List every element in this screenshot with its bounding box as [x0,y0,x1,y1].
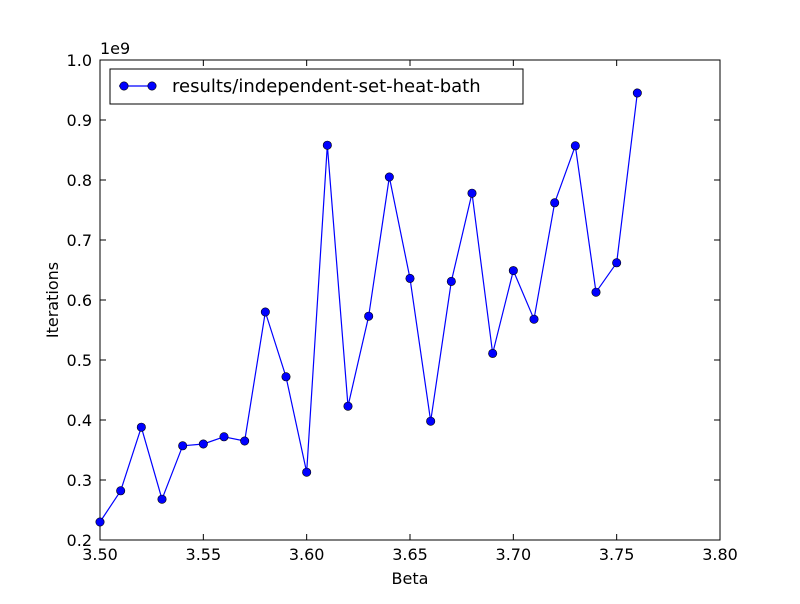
series-layer [95,88,642,527]
data-point [157,494,167,504]
y-tick-label: 0.2 [67,531,92,550]
data-point [405,273,415,283]
x-axis-label: Beta [392,569,429,588]
legend-marker [147,81,157,91]
x-tick-label: 3.60 [289,545,325,564]
y-axis-label: Iterations [43,262,62,338]
data-point [426,416,436,426]
data-point [467,188,477,198]
legend-label: results/independent-set-heat-bath [172,76,481,97]
x-tick-label: 3.75 [599,545,635,564]
data-point [343,401,353,411]
data-point [240,436,250,446]
y-tick-label: 0.8 [67,171,92,190]
x-tick-label: 3.55 [186,545,222,564]
x-tick-label: 3.50 [82,545,118,564]
x-tick-label: 3.65 [392,545,428,564]
y-tick-label: 0.7 [67,231,92,250]
plot-area [99,59,721,541]
data-point [591,287,601,297]
y-tick-label: 0.5 [67,351,92,370]
data-point [322,140,332,150]
data-point [198,439,208,449]
data-point [550,198,560,208]
data-point [612,258,622,268]
legend-marker [119,81,129,91]
data-point [260,307,270,317]
y-axis-offset-label: 1e9 [100,39,130,58]
data-point [508,266,518,276]
data-point [632,88,642,98]
data-point [488,348,498,358]
data-point [364,311,374,321]
y-tick-label: 0.6 [67,291,92,310]
data-point [302,467,312,477]
data-point [95,517,105,527]
legend-box [109,68,524,105]
x-axis-ticks: 3.50 3.55 3.60 3.65 3.70 3.75 3.80 [82,60,738,564]
data-point [116,486,126,496]
data-point [384,172,394,182]
data-point [136,422,146,432]
y-tick-label: 1.0 [67,51,92,70]
y-tick-label: 0.4 [67,411,92,430]
legend: results/independent-set-heat-bath [109,68,524,105]
data-point [446,276,456,286]
data-point [529,314,539,324]
x-tick-label: 3.70 [496,545,532,564]
data-point [281,372,291,382]
data-point [178,441,188,451]
y-axis-ticks: 0.2 0.3 0.4 0.5 0.6 0.7 0.8 0.9 1.0 [67,51,720,550]
data-point [219,432,229,442]
y-tick-label: 0.9 [67,111,92,130]
x-tick-label: 3.80 [702,545,738,564]
y-tick-label: 0.3 [67,471,92,490]
data-point [570,141,580,151]
